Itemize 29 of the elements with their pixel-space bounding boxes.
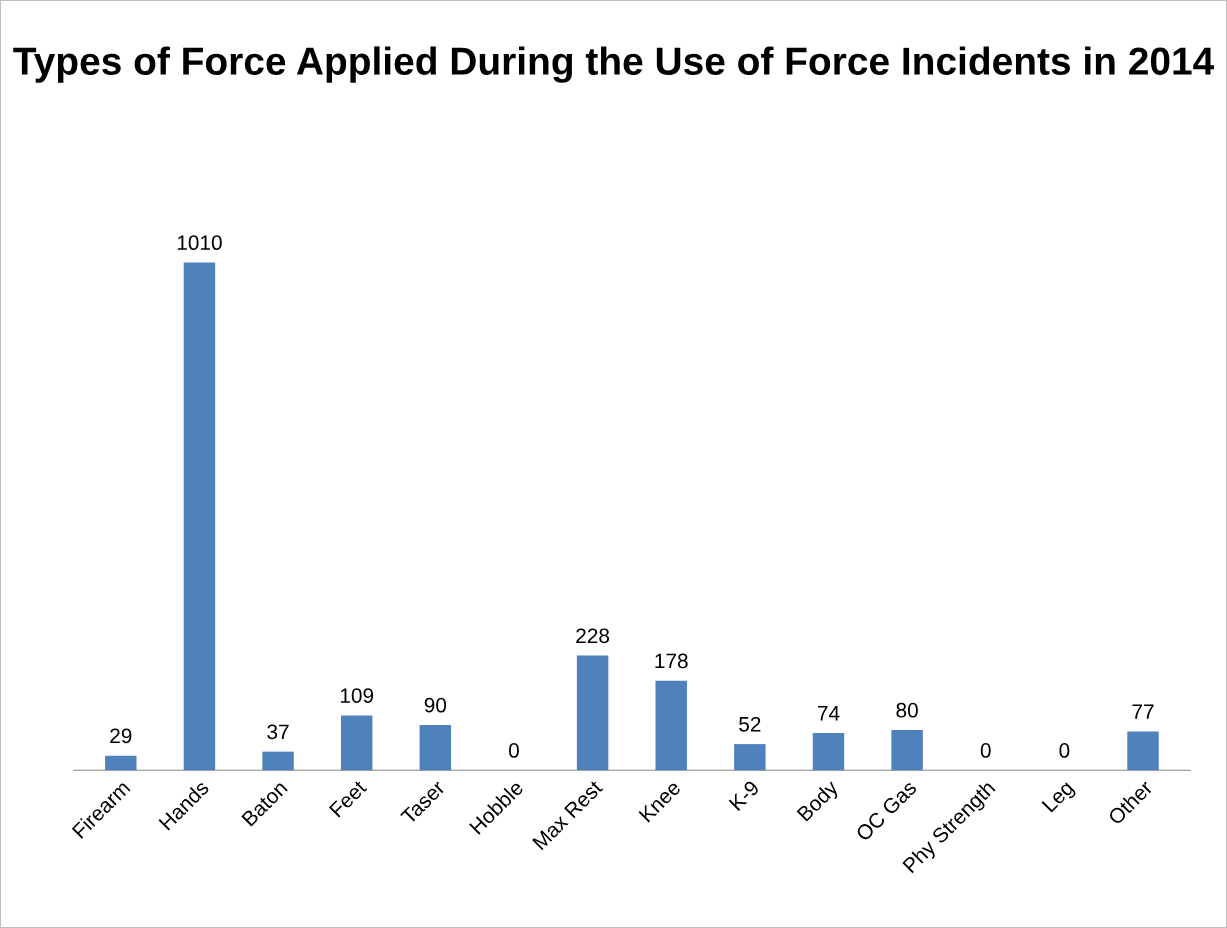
- data-label: 74: [817, 706, 840, 721]
- data-label: 77: [1132, 704, 1154, 719]
- data-label: 29: [110, 728, 132, 744]
- bar: [655, 680, 687, 771]
- bar: [262, 751, 294, 771]
- data-label: 228: [576, 628, 610, 644]
- data-label: 37: [267, 724, 289, 740]
- bar: [340, 715, 373, 771]
- data-label: 0: [508, 743, 519, 758]
- data-label: 0: [980, 743, 991, 758]
- data-label: 1010: [177, 235, 222, 251]
- data-label: 178: [655, 653, 688, 669]
- bar: [419, 724, 452, 771]
- bar: [576, 655, 609, 771]
- data-label: 52: [739, 716, 761, 732]
- bar: [734, 744, 766, 771]
- bar: [812, 733, 845, 771]
- x-tick-label: K-9: [728, 779, 760, 812]
- bar: [1127, 731, 1159, 771]
- x-tick-label: Leg: [1041, 780, 1078, 816]
- data-label: 90: [424, 697, 447, 713]
- bar: [891, 730, 923, 771]
- bar: [183, 262, 216, 771]
- data-label: 109: [340, 688, 374, 703]
- bar: [105, 755, 137, 771]
- chart-title: Types of Force Applied During the Use of Force Incidents in 2014: [13, 46, 1215, 83]
- x-tick-label: OC Gas: [855, 779, 918, 842]
- data-label: 0: [1059, 743, 1070, 758]
- data-label: 80: [896, 702, 918, 718]
